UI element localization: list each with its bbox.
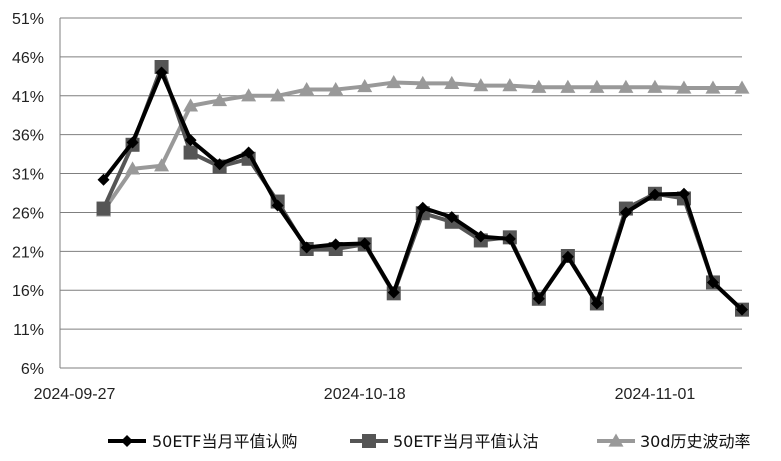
y-tick-label: 51% xyxy=(12,11,44,28)
x-tick-label: 2024-10-18 xyxy=(324,386,406,403)
y-tick-label: 16% xyxy=(12,283,44,300)
series-lines xyxy=(96,60,750,317)
y-tick-label: 11% xyxy=(13,322,44,339)
data-point xyxy=(473,78,489,92)
data-point xyxy=(300,241,313,254)
legend: 50ETF当月平值认购 50ETF当月平值认沽 30d历史波动率 xyxy=(108,432,751,451)
data-point xyxy=(154,158,170,172)
data-point xyxy=(474,230,487,243)
data-point xyxy=(416,201,429,214)
data-point xyxy=(328,82,344,96)
x-tick-label: 2024-11-01 xyxy=(615,386,696,403)
series-1 xyxy=(97,66,748,316)
series-3 xyxy=(96,75,750,217)
y-tick-label: 36% xyxy=(12,128,44,145)
x-tick-label: 2024-09-27 xyxy=(34,386,116,403)
data-point xyxy=(299,82,315,96)
y-tick-label: 26% xyxy=(12,205,44,222)
data-point xyxy=(561,250,574,263)
gridlines xyxy=(60,17,742,369)
data-point xyxy=(705,80,721,94)
data-point xyxy=(183,145,198,160)
data-point xyxy=(270,88,286,102)
y-tick-label: 46% xyxy=(12,50,44,67)
data-point xyxy=(590,297,603,310)
data-point xyxy=(121,435,133,447)
data-point xyxy=(560,79,576,93)
legend-item: 50ETF当月平值认沽 xyxy=(350,432,538,451)
data-point xyxy=(387,286,400,299)
y-tick-label: 31% xyxy=(12,167,44,184)
series-line xyxy=(101,70,744,312)
data-point xyxy=(531,79,547,93)
legend-label: 30d历史波动率 xyxy=(640,432,751,451)
data-point xyxy=(97,173,110,186)
data-point xyxy=(386,75,402,89)
data-point xyxy=(589,79,605,93)
data-point xyxy=(647,79,663,93)
data-point xyxy=(444,75,460,89)
data-point xyxy=(619,206,632,219)
data-point xyxy=(503,232,516,245)
legend-item: 30d历史波动率 xyxy=(597,432,751,451)
legend-item: 50ETF当月平值认购 xyxy=(108,432,297,451)
data-point xyxy=(241,88,257,102)
data-point xyxy=(445,211,458,224)
data-point xyxy=(329,238,342,251)
data-point xyxy=(271,199,284,212)
data-point xyxy=(608,433,624,447)
data-point xyxy=(155,66,168,79)
data-point xyxy=(183,98,199,112)
data-point xyxy=(532,292,545,305)
data-point xyxy=(213,158,226,171)
data-point xyxy=(242,146,255,159)
data-point xyxy=(734,80,750,94)
data-point xyxy=(362,434,376,448)
legend-label: 50ETF当月平值认购 xyxy=(152,432,297,451)
data-point xyxy=(736,303,748,316)
y-tick-label: 6% xyxy=(21,361,44,378)
data-point xyxy=(212,92,228,107)
axes: 6% 11% 16% 21% 26% 31% 36% 41% 46% 51% 2024-09-27 2… xyxy=(12,11,742,403)
data-point xyxy=(502,78,518,92)
data-point xyxy=(358,237,371,250)
data-point xyxy=(125,161,141,175)
data-point xyxy=(706,276,719,289)
data-point xyxy=(676,80,692,94)
legend-label: 50ETF当月平值认沽 xyxy=(393,432,538,451)
data-point xyxy=(96,201,111,216)
data-point xyxy=(415,75,431,89)
data-point xyxy=(618,79,634,93)
y-tick-label: 41% xyxy=(12,89,44,106)
y-tick-label: 21% xyxy=(12,244,44,261)
data-point xyxy=(648,188,661,201)
series-2 xyxy=(96,60,749,317)
data-point xyxy=(126,136,139,149)
data-point xyxy=(357,78,373,93)
data-point xyxy=(677,187,690,200)
data-point xyxy=(184,134,197,147)
